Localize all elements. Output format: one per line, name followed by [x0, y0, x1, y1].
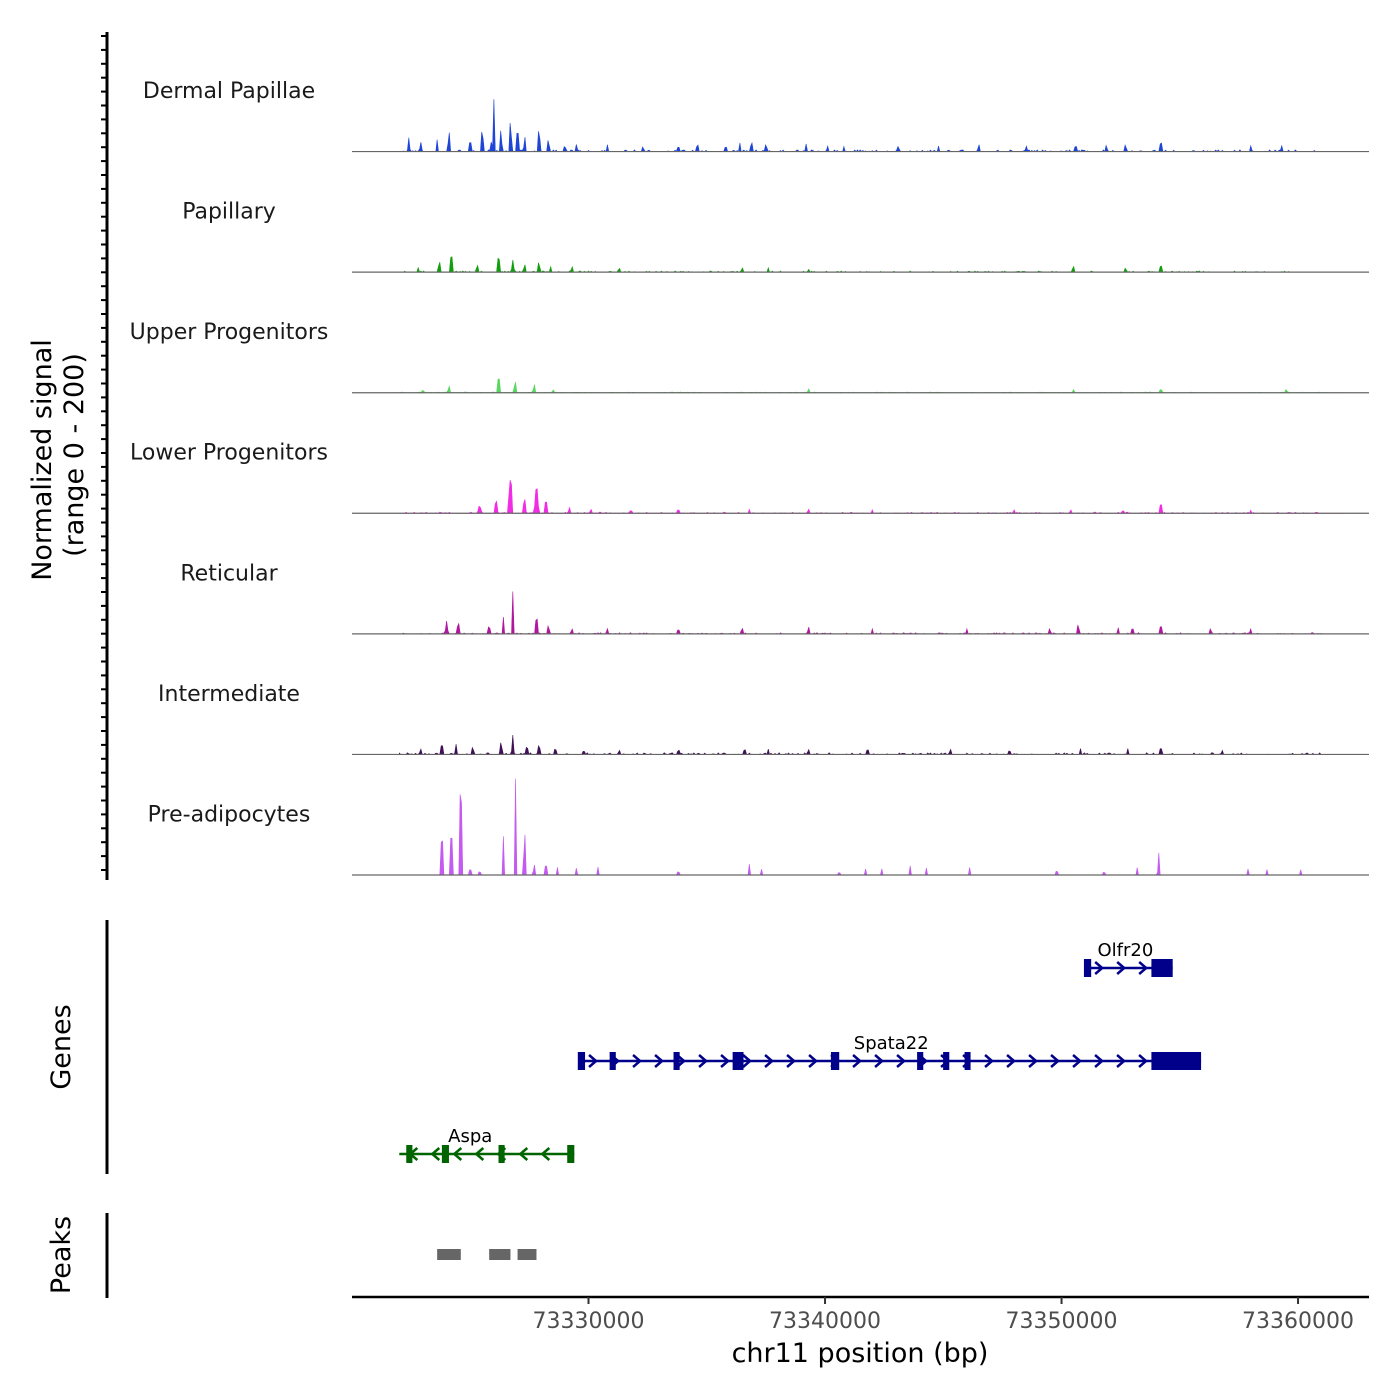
peaks-panel-title: Peaks: [46, 1216, 77, 1294]
x-axis-title: chr11 position (bp): [732, 1338, 989, 1369]
exon: [441, 1145, 449, 1163]
strand-arrow: [540, 1147, 551, 1161]
coverage-area: [399, 480, 1346, 514]
exon: [830, 1052, 840, 1070]
strand-arrow: [896, 1054, 906, 1068]
strand-arrow: [874, 1054, 884, 1068]
strand-arrow: [1094, 1054, 1104, 1068]
strand-arrow: [588, 1054, 598, 1068]
strand-arrow: [430, 1147, 441, 1161]
strand-arrow: [764, 1054, 774, 1068]
gene-olfr20: Olfr20: [1083, 940, 1173, 977]
strand-arrow: [474, 1147, 485, 1161]
strand-arrow: [452, 1147, 463, 1161]
coverage-y-axis-title-line1: Normalized signal: [27, 339, 58, 581]
exon: [964, 1052, 971, 1070]
track-label: Papillary: [182, 200, 276, 225]
exon: [737, 1052, 744, 1070]
peak-region: [437, 1249, 461, 1260]
coverage-track-reticular: Reticular: [180, 561, 1369, 635]
strand-arrow: [698, 1054, 708, 1068]
coverage-track-papillary: Papillary: [182, 200, 1369, 273]
peak-regions: [437, 1249, 537, 1260]
coverage-area: [399, 99, 1346, 153]
exon: [1151, 959, 1173, 977]
strand-arrow: [720, 1054, 730, 1068]
exon: [498, 1145, 505, 1163]
gene-annotations: Olfr20 Spata22 Aspa: [399, 940, 1202, 1163]
gene-name-label: Olfr20: [1097, 940, 1153, 961]
x-axis-ticks: 73330000 73340000 73350000 73360000: [533, 1297, 1354, 1334]
exon: [567, 1145, 575, 1163]
track-label: Pre-adipocytes: [148, 802, 311, 827]
track-label: Reticular: [180, 561, 278, 586]
gene-aspa: Aspa: [399, 1126, 575, 1163]
strand-arrow: [1072, 1054, 1082, 1068]
gene-spata22: Spata22: [577, 1033, 1202, 1070]
strand-arrow: [632, 1054, 642, 1068]
strand-arrow: [1006, 1054, 1016, 1068]
gene-name-label: Aspa: [448, 1126, 492, 1147]
x-tick-label: 73340000: [769, 1309, 881, 1334]
track-label: Lower Progenitors: [130, 441, 328, 466]
strand-arrow: [808, 1054, 818, 1068]
coverage-area: [399, 591, 1346, 635]
strand-arrow: [1050, 1054, 1060, 1068]
strand-arrow: [984, 1054, 994, 1068]
exon: [1085, 959, 1092, 977]
strand-arrow: [1116, 1054, 1126, 1068]
exon: [732, 1052, 739, 1070]
strand-arrow: [1028, 1054, 1038, 1068]
coverage-track-lower-progenitors: Lower Progenitors: [130, 441, 1369, 514]
coverage-area: [399, 256, 1346, 273]
strand-arrow: [1094, 961, 1105, 975]
peak-region: [517, 1249, 537, 1260]
coverage-area: [399, 734, 1346, 756]
coverage-track-dermal-papillae: Dermal Papillae: [143, 79, 1369, 153]
track-label: Upper Progenitors: [130, 320, 329, 345]
track-label: Intermediate: [158, 682, 300, 707]
peak-region: [489, 1249, 511, 1260]
gene-name-label: Spata22: [854, 1033, 929, 1054]
strand-arrow: [1138, 961, 1149, 975]
coverage-y-axis: [101, 32, 109, 880]
exon: [609, 1052, 616, 1070]
x-tick-label: 73350000: [1006, 1309, 1118, 1334]
exon: [673, 1052, 680, 1070]
exon: [406, 1145, 413, 1163]
strand-arrow: [1138, 1054, 1148, 1068]
strand-arrow: [654, 1054, 664, 1068]
exon: [917, 1052, 924, 1070]
coverage-track-upper-progenitors: Upper Progenitors: [130, 320, 1369, 394]
x-tick-label: 73330000: [533, 1309, 645, 1334]
track-label: Dermal Papillae: [143, 79, 315, 104]
coverage-tracks: Dermal Papillae Papillary Upper Progenitor…: [130, 79, 1369, 876]
exon: [579, 1052, 586, 1070]
coverage-y-axis-title-line2: (range 0 - 200): [59, 353, 90, 557]
strand-arrow: [518, 1147, 529, 1161]
strand-arrow: [786, 1054, 796, 1068]
strand-arrow: [1116, 961, 1127, 975]
coverage-area: [399, 778, 1346, 876]
coverage-track-intermediate: Intermediate: [158, 682, 1369, 756]
strand-arrow: [852, 1054, 862, 1068]
coverage-track-pre-adipocytes: Pre-adipocytes: [148, 778, 1369, 876]
exon: [943, 1052, 950, 1070]
x-tick-label: 73360000: [1242, 1309, 1354, 1334]
genes-panel-title: Genes: [46, 1004, 77, 1089]
strand-arrow: [742, 1054, 752, 1068]
coverage-area: [399, 378, 1346, 394]
exon: [1151, 1052, 1202, 1070]
